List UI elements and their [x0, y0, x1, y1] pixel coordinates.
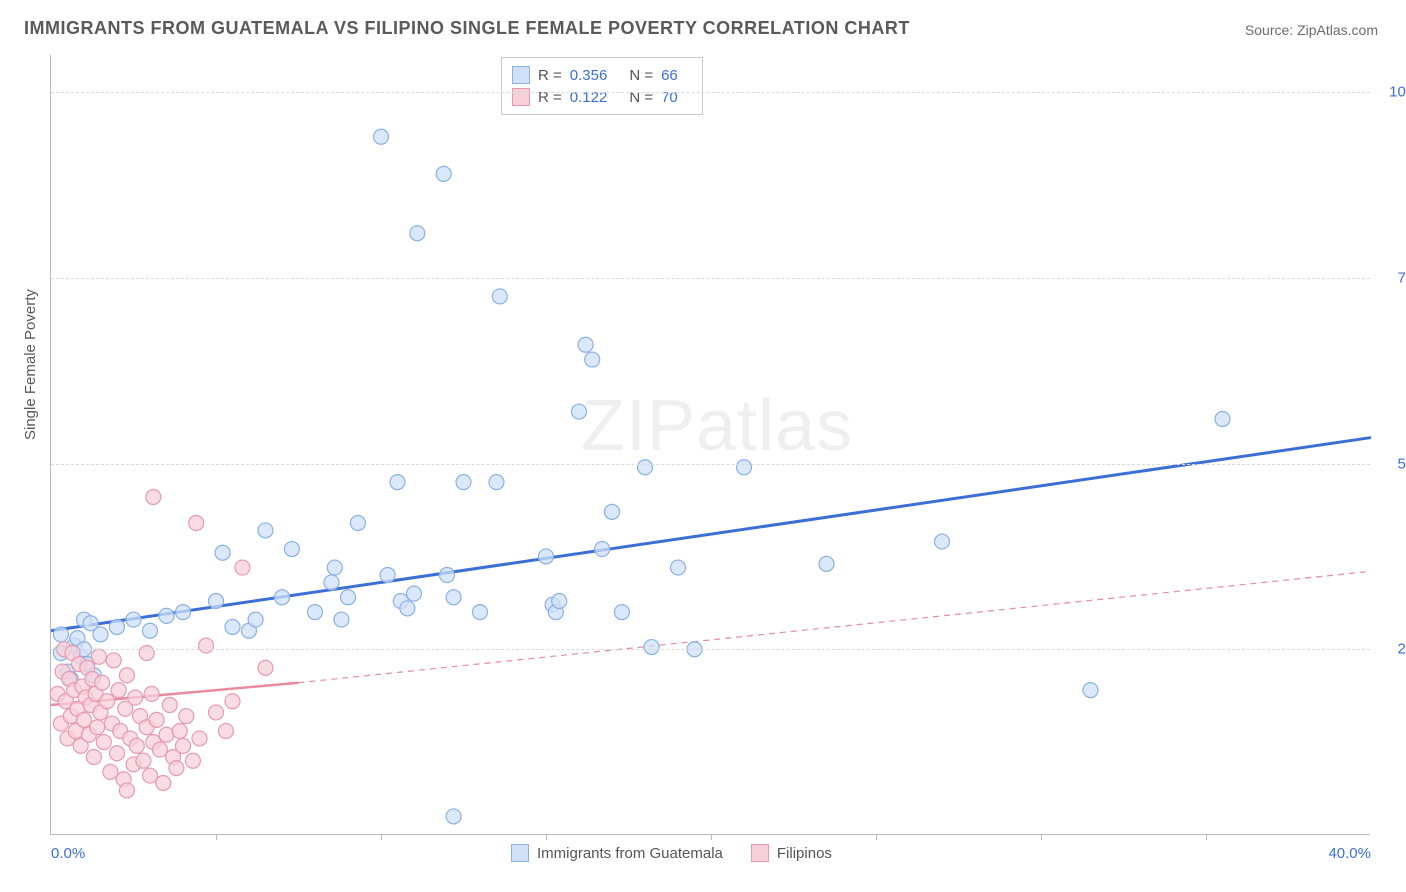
y-tick-label: 50.0%: [1380, 455, 1406, 472]
legend-item-0: Immigrants from Guatemala: [511, 844, 723, 862]
x-tick-label: 0.0%: [51, 845, 85, 862]
stats-n-val-1: 70: [661, 89, 678, 106]
x-tick-label: 40.0%: [1328, 845, 1371, 862]
stats-n-val-0: 66: [661, 67, 678, 84]
y-tick-label: 25.0%: [1380, 641, 1406, 658]
chart-title: IMMIGRANTS FROM GUATEMALA VS FILIPINO SI…: [24, 18, 910, 39]
legend-label-1: Filipinos: [777, 845, 832, 862]
plot-svg: [51, 55, 1370, 834]
stats-box: R = 0.356 N = 66 R = 0.122 N = 70: [501, 57, 703, 115]
stats-swatch-1: [512, 88, 530, 106]
legend-label-0: Immigrants from Guatemala: [537, 845, 723, 862]
plot-area: ZIPatlas R = 0.356 N = 66 R = 0.122 N = …: [50, 55, 1370, 835]
legend-swatch-0: [511, 844, 529, 862]
stats-r-val-0: 0.356: [570, 67, 608, 84]
stats-row-0: R = 0.356 N = 66: [512, 64, 692, 86]
legend-swatch-1: [751, 844, 769, 862]
y-tick-label: 100.0%: [1380, 84, 1406, 101]
source-label: Source: ZipAtlas.com: [1245, 22, 1378, 38]
stats-r-label-1: R =: [538, 89, 562, 106]
stats-r-val-1: 0.122: [570, 89, 608, 106]
stats-n-label-0: N =: [629, 67, 653, 84]
stats-n-label-1: N =: [629, 89, 653, 106]
stats-row-1: R = 0.122 N = 70: [512, 86, 692, 108]
legend-item-1: Filipinos: [751, 844, 832, 862]
stats-r-label-0: R =: [538, 67, 562, 84]
bottom-legend: Immigrants from Guatemala Filipinos: [511, 844, 832, 862]
stats-swatch-0: [512, 66, 530, 84]
y-axis-label: Single Female Poverty: [22, 289, 39, 440]
y-tick-label: 75.0%: [1380, 269, 1406, 286]
